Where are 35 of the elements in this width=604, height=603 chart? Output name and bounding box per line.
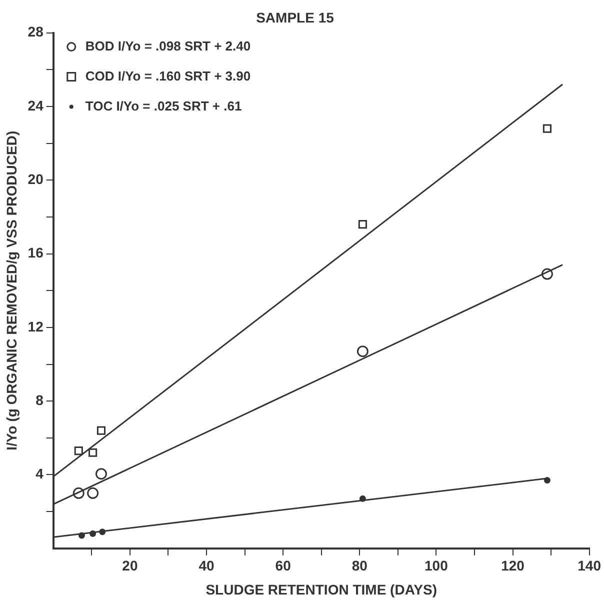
point [95,468,107,480]
point [359,495,366,502]
x-tick-label: 60 [275,558,292,574]
x-axis-title: SLUDGE RETENTION TIME (DAYS) [206,581,437,598]
y-tick-label: 4 [36,466,44,482]
y-tick-label: 16 [28,244,44,261]
y-axis-title: I/Yo (g ORGANIC REMOVED/g VSS PRODUCED) [3,130,20,450]
x-tick-label: 20 [122,558,138,574]
x-tick-label: 120 [501,558,525,574]
legend-label: TOC I/Yo = .025 SRT + .61 [85,98,242,114]
point [74,446,83,456]
point [356,346,368,358]
point [358,220,367,229]
y-tick-label: 8 [36,392,44,408]
point [99,528,106,536]
point [88,448,98,457]
y-tick-label: 28 [28,24,44,40]
x-tick-label: 100 [424,558,448,574]
point [87,487,99,499]
legend-label: BOD I/Yo = .098 SRT + 2.40 [85,38,251,54]
legend-label: COD I/Yo = .160 SRT + 3.90 [85,68,251,84]
x-tick-label: 80 [352,558,368,574]
point [96,426,106,435]
chart-title: SAMPLE 15 [256,9,334,26]
point [544,477,550,484]
y-tick-label: 24 [28,97,44,114]
x-tick-label: 40 [198,558,214,574]
y-tick-label: 12 [28,318,44,334]
y-tick-label: 20 [28,170,44,187]
point [78,532,85,539]
x-tick-label: 140 [578,558,602,574]
point [72,487,84,499]
point [90,530,96,537]
point [541,268,553,280]
point [542,124,552,133]
